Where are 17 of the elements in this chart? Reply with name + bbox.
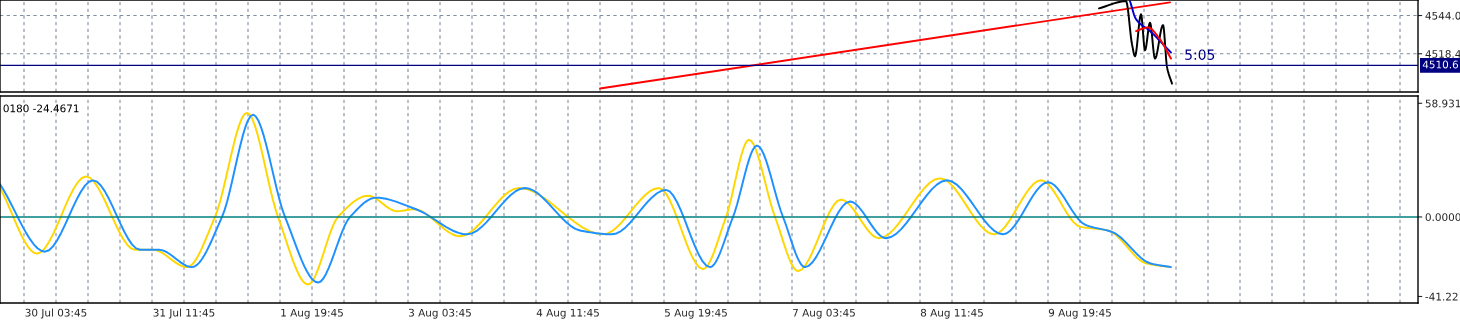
y-tick-label: 58.931 <box>1425 99 1460 108</box>
x-tick-label: 31 Jul 11:45 <box>153 308 215 319</box>
annotation: 0180 -24.4671 <box>3 104 79 113</box>
y-tick-label: 0.0000 <box>1425 213 1460 222</box>
x-tick-label: 4 Aug 11:45 <box>536 308 599 319</box>
y-tick-label: 4518.4 <box>1425 49 1460 58</box>
x-tick-label: 1 Aug 19:45 <box>281 308 343 319</box>
x-tick-label: 8 Aug 11:45 <box>920 308 983 319</box>
y-tick-label: 4544.0 <box>1425 11 1460 20</box>
x-tick-label: 30 Jul 03:45 <box>25 308 87 319</box>
x-tick-label: 3 Aug 03:45 <box>408 308 471 319</box>
x-tick-label: 7 Aug 03:45 <box>793 308 855 319</box>
ref-line-label: 4510.6 <box>1422 60 1459 69</box>
x-tick-label: 9 Aug 19:45 <box>1048 308 1111 319</box>
x-tick-label: 5 Aug 19:45 <box>665 308 727 319</box>
y-tick-label: -41.22 <box>1425 292 1458 301</box>
annotation: 5:05 <box>1185 49 1215 60</box>
